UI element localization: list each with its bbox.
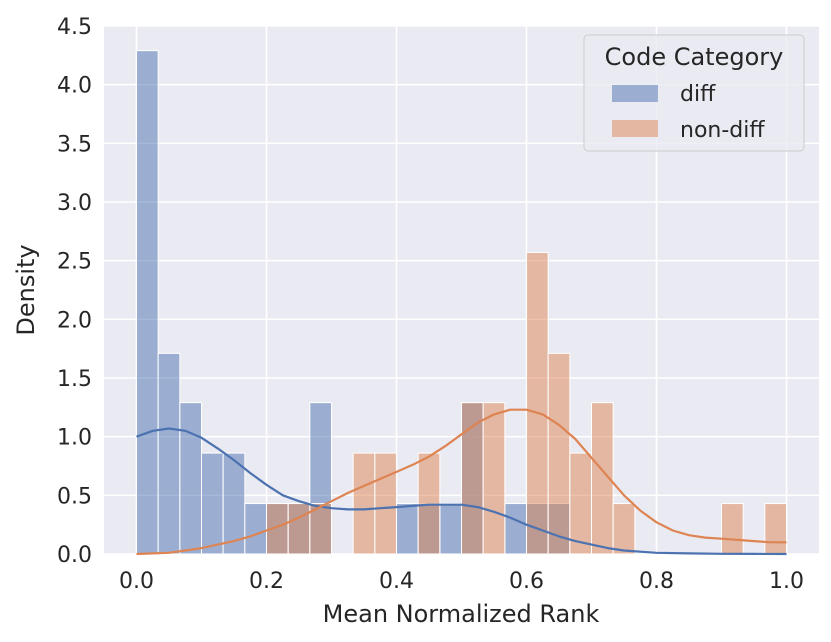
bar-diff [157,352,181,555]
bar-diff [201,452,224,555]
bar-non-diff [591,402,614,555]
y-tick-label: 2.5 [57,250,92,275]
bar-non-diff [482,402,506,555]
bar-non-diff [417,452,441,555]
x-tick-label: 0.8 [639,569,674,594]
bar-diff [244,503,267,555]
legend-label-diff: diff [680,82,716,107]
y-tick-label: 0.0 [57,543,92,568]
x-tick-label: 0.4 [379,569,414,594]
bar-diff [504,503,528,555]
x-tick-label: 1.0 [769,569,804,594]
bar-non-diff [287,503,311,555]
legend-label-non-diff: non-diff [680,118,765,143]
kde-curves [136,408,787,556]
x-tick-label: 0.0 [119,569,154,594]
bar-non-diff [547,352,571,555]
kde-line-non-diff [136,408,787,556]
bar-non-diff [309,503,333,555]
bar-non-diff [612,503,636,555]
histogram-bars [136,50,787,555]
bar-non-diff [721,503,744,555]
legend: Code Category diff non-diff [583,34,805,152]
x-axis-label: Mean Normalized Rank [323,600,600,628]
y-axis-label: Density [12,244,40,335]
kde-line-diff [136,427,787,556]
y-tick-label: 0.5 [57,484,92,509]
y-tick-label: 1.0 [57,426,92,451]
bar-diff [396,503,419,555]
y-tick-label: 3.0 [57,191,92,216]
bar-diff [179,402,202,555]
bar-non-diff [764,503,787,555]
bar-diff [439,503,463,555]
bar-non-diff [569,452,592,555]
y-tick-label: 4.5 [57,15,92,40]
y-tick-label: 4.0 [57,74,92,99]
bar-non-diff [526,251,549,555]
bar-non-diff [352,452,376,555]
x-tick-label: 0.6 [509,569,544,594]
legend-swatch-diff [612,85,658,102]
bar-non-diff [374,452,398,555]
x-tick-label: 0.2 [249,569,284,594]
y-tick-label: 1.5 [57,367,92,392]
bar-diff [136,50,159,555]
y-tick-label: 3.5 [57,132,92,157]
y-tick-label: 2.0 [57,308,92,333]
x-axis-ticks: 0.0 0.2 0.4 0.6 0.8 1.0 [119,569,804,594]
legend-swatch-non-diff [612,120,658,137]
legend-title: Code Category [605,43,784,71]
y-axis-ticks: 0.0 0.5 1.0 1.5 2.0 2.5 3.0 3.5 4.0 4.5 [57,15,92,568]
